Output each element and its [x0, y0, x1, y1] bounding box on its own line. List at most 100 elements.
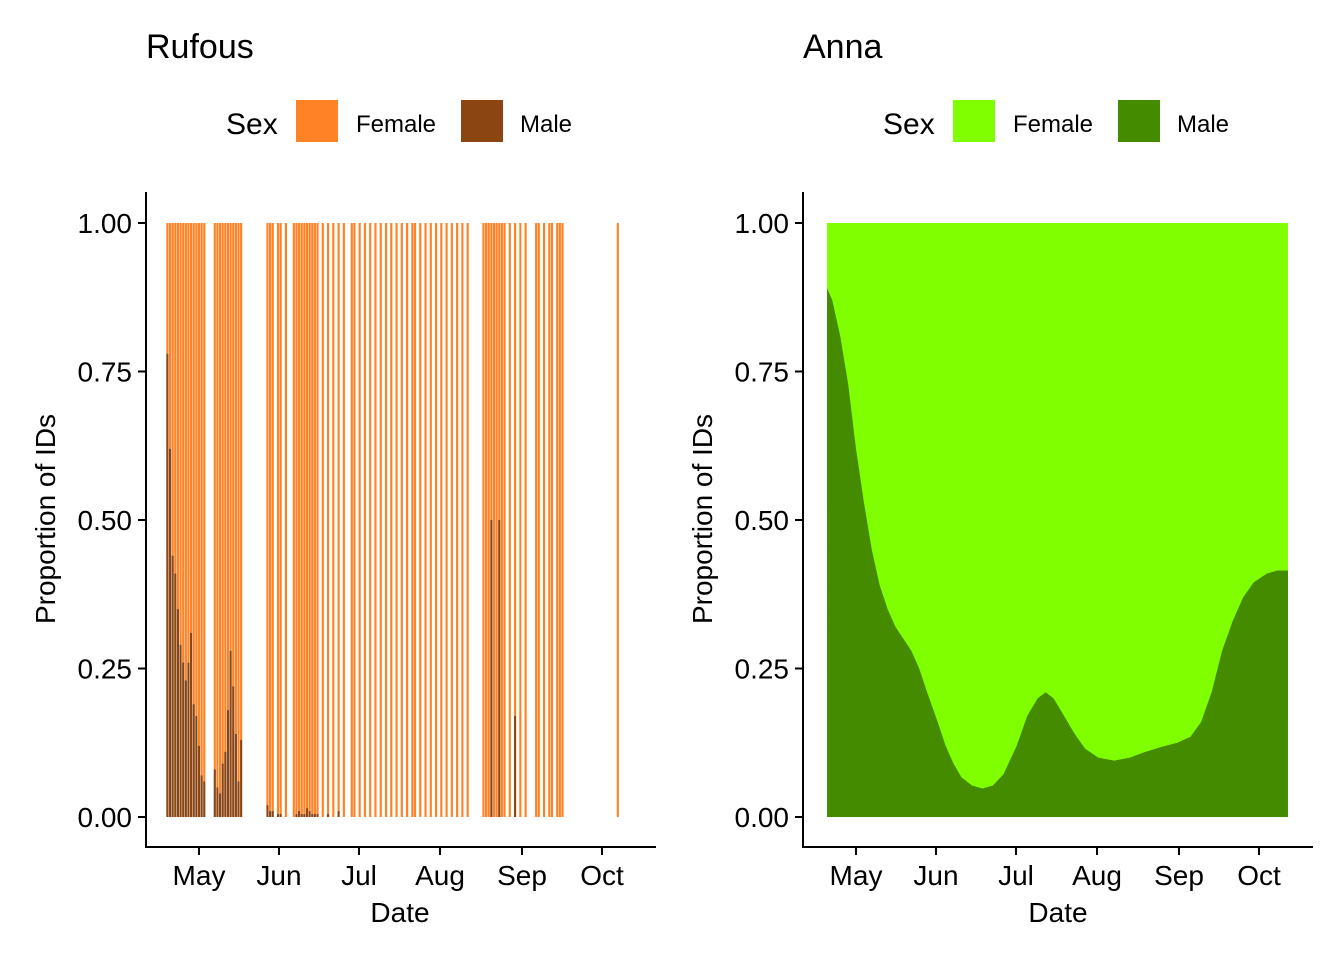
anna-x-axis-title: Date	[1028, 897, 1087, 928]
anna-y-tick-label-0: 0.00	[735, 802, 790, 833]
rufous-legend: Sex Female Male	[226, 100, 572, 142]
rufous-bar-female-66	[445, 223, 448, 817]
rufous-bar-male-22	[232, 686, 235, 817]
rufous-bar-female-46	[342, 223, 345, 817]
rufous-legend-label-male: Male	[520, 111, 572, 138]
rufous-bar-female-65	[440, 223, 443, 817]
rufous-bar-female-63	[429, 223, 432, 817]
anna-area-male	[827, 288, 1288, 817]
rufous-bar-female-89	[556, 223, 559, 817]
rufous-bar-female-76	[495, 223, 498, 817]
rufous-bar-female-92	[616, 223, 619, 817]
anna-y-tick-label-2: 0.50	[735, 505, 790, 536]
rufous-y-tick-label-3: 0.75	[78, 357, 133, 388]
anna-title: Anna	[803, 28, 882, 66]
rufous-bar-female-59	[411, 223, 414, 817]
rufous-axes: 0.00 0.25 0.50 0.75 1.00 May Jun Jul Aug Sep Oct	[78, 192, 656, 891]
rufous-bar-female-2	[171, 223, 174, 556]
rufous-bar-male-14	[203, 781, 206, 817]
rufous-bar-female-82	[519, 223, 522, 817]
rufous-bar-female-26	[266, 223, 269, 806]
rufous-bar-male-18	[221, 763, 224, 817]
rufous-bar-female-28	[271, 223, 274, 812]
rufous-bar-male-23	[234, 733, 237, 817]
rufous-bar-female-27	[269, 223, 272, 812]
rufous-bar-female-54	[384, 223, 388, 817]
rufous-bar-female-19	[224, 223, 227, 752]
rufous-bar-female-25	[240, 223, 243, 740]
rufous-bar-male-8	[187, 662, 190, 817]
rufous-bar-female-86	[542, 223, 546, 817]
rufous-bar-male-28	[271, 811, 274, 817]
rufous-bar-female-44	[332, 223, 335, 817]
rufous-bar-male-11	[195, 716, 198, 817]
rufous-bar-female-88	[550, 223, 554, 817]
anna-x-tick-label-3: Aug	[1072, 860, 1122, 891]
rufous-bar-female-30	[279, 223, 282, 815]
rufous-bar-male-81	[513, 716, 517, 817]
rufous-bar-female-52	[374, 223, 377, 817]
rufous-bar-female-47	[350, 223, 353, 817]
rufous-bar-male-39	[311, 814, 314, 817]
rufous-bar-male-36	[303, 814, 306, 817]
rufous-bar-female-3	[174, 223, 177, 574]
rufous-bar-female-48	[353, 223, 356, 817]
rufous-bar-female-24	[237, 223, 240, 782]
rufous-bar-male-0	[166, 353, 169, 817]
rufous-bar-male-41	[316, 814, 319, 817]
rufous-bar-female-15	[213, 223, 216, 770]
rufous-bar-female-80	[508, 223, 511, 817]
rufous-bar-female-81	[513, 223, 517, 717]
rufous-bar-female-4	[176, 223, 180, 610]
anna-legend-label-female: Female	[1013, 111, 1093, 138]
rufous-bar-female-36	[303, 223, 306, 815]
rufous-bar-male-45	[337, 811, 340, 817]
rufous-bar-male-26	[266, 805, 269, 817]
rufous-bar-female-5	[179, 223, 182, 645]
rufous-y-axis-title: Proportion of IDs	[30, 414, 61, 624]
rufous-bar-male-20	[226, 710, 230, 817]
rufous-bar-female-78	[500, 223, 503, 817]
rufous-bar-female-23	[234, 223, 237, 734]
rufous-bar-female-64	[434, 223, 438, 817]
anna-x-tick-label-2: Jul	[998, 860, 1034, 891]
rufous-bar-male-6	[182, 662, 185, 817]
anna-x-tick-label-0: May	[830, 860, 883, 891]
rufous-bar-male-5	[179, 644, 182, 817]
rufous-bar-female-1	[168, 223, 172, 449]
anna-legend: Sex Female Male	[883, 100, 1229, 142]
rufous-bar-female-45	[337, 223, 340, 812]
rufous-x-tick-label-4: Sep	[497, 860, 547, 891]
rufous-bar-male-13	[200, 775, 203, 817]
rufous-plot-area	[166, 223, 619, 817]
rufous-bar-male-1	[168, 448, 172, 817]
rufous-bar-female-71	[482, 223, 485, 817]
rufous-bar-male-37	[305, 808, 309, 817]
rufous-y-tick-label-4: 1.00	[78, 208, 133, 239]
rufous-bar-male-29	[276, 814, 280, 817]
rufous-bar-female-16	[216, 223, 219, 788]
rufous-panel: Rufous Sex Female Male 0.00 0.25 0.50 0.75 1…	[30, 28, 656, 928]
rufous-bar-female-74	[490, 223, 493, 520]
rufous-bar-male-24	[237, 781, 240, 817]
rufous-bar-male-16	[216, 787, 219, 817]
rufous-bar-female-10	[192, 223, 195, 705]
rufous-bar-female-17	[218, 223, 222, 794]
rufous-bar-male-12	[197, 745, 201, 817]
rufous-bar-female-0	[166, 223, 169, 354]
rufous-bar-male-35	[300, 814, 303, 817]
rufous-bar-female-57	[400, 223, 403, 817]
anna-y-axis-title: Proportion of IDs	[687, 414, 718, 624]
rufous-bar-female-87	[548, 223, 551, 817]
anna-legend-swatch-male	[1118, 100, 1160, 142]
rufous-x-tick-label-5: Oct	[580, 860, 624, 891]
rufous-bar-male-30	[279, 814, 282, 817]
rufous-bar-male-74	[490, 520, 493, 817]
rufous-bar-female-75	[492, 223, 496, 817]
anna-y-tick-label-3: 0.75	[735, 357, 790, 388]
rufous-bar-female-33	[295, 223, 298, 815]
rufous-bar-female-61	[419, 223, 422, 817]
anna-x-tick-label-5: Oct	[1237, 860, 1281, 891]
rufous-x-tick-label-3: Aug	[415, 860, 465, 891]
